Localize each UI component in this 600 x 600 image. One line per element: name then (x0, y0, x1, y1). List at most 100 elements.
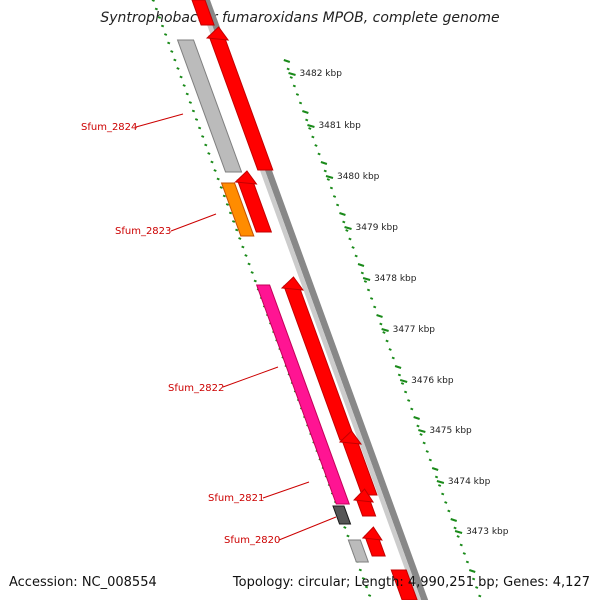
minor-tick (422, 441, 426, 445)
minor-tick (400, 382, 405, 385)
minor-tick (326, 178, 330, 181)
minor-tick (176, 67, 180, 70)
scale-label: 3476 kbp (411, 376, 454, 386)
gene-label-leader (262, 481, 310, 499)
minor-tick (329, 186, 334, 190)
minor-tick (157, 16, 162, 19)
gene-feature-gray (347, 539, 370, 563)
gene-feature-pink (255, 284, 350, 505)
minor-tick (231, 220, 236, 223)
minor-tick (151, 0, 155, 2)
scale-label: 3478 kbp (374, 274, 417, 284)
minor-tick (343, 526, 347, 529)
scale-major-tick (325, 175, 334, 179)
scale-major-tick (399, 379, 408, 383)
minor-tick (323, 169, 327, 173)
minor-tick (219, 186, 223, 189)
minor-tick (216, 177, 220, 181)
minor-tick (250, 271, 254, 274)
minor-tick (244, 254, 248, 257)
cds-feature-arrowhead (361, 526, 383, 541)
major-tick (283, 59, 291, 63)
scale-major-tick (436, 480, 445, 484)
scale-major-tick (288, 72, 296, 76)
minor-tick (305, 118, 309, 122)
minor-tick (191, 109, 196, 113)
minor-tick (373, 305, 377, 309)
scale-label: 3474 kbp (448, 477, 491, 487)
minor-tick (425, 450, 429, 453)
scale-label: 3475 kbp (429, 426, 472, 436)
scale-label: 3477 kbp (393, 325, 436, 335)
minor-tick (228, 211, 233, 215)
minor-tick (298, 101, 303, 105)
minor-tick (447, 509, 451, 513)
minor-tick (170, 50, 174, 53)
minor-tick (188, 101, 192, 104)
minor-tick (289, 76, 293, 79)
minor-tick (475, 586, 479, 589)
gene-label-leader (135, 113, 184, 128)
gene-label-leader (170, 213, 217, 232)
gene-feature-gray (176, 39, 243, 173)
scale-label: 3473 kbp (466, 527, 509, 537)
minor-tick (210, 160, 214, 164)
minor-tick (391, 356, 395, 360)
minor-tick (361, 577, 366, 580)
scale-major-tick (381, 328, 389, 332)
gene-label: Sfum_2822 (168, 383, 224, 394)
minor-tick (247, 262, 251, 266)
accession-text: Accession: NC_008554 (9, 575, 157, 590)
minor-tick (453, 526, 457, 530)
major-tick (450, 518, 458, 522)
minor-tick (456, 535, 460, 538)
minor-tick (351, 246, 355, 249)
minor-tick (332, 195, 337, 198)
scale-major-tick (454, 530, 463, 534)
cds-feature (390, 569, 418, 600)
minor-tick (207, 152, 211, 155)
minor-tick (416, 424, 420, 428)
minor-tick (225, 203, 230, 206)
minor-tick (346, 534, 350, 538)
gene-label: Sfum_2824 (81, 122, 137, 133)
scale-label: 3480 kbp (337, 172, 380, 182)
minor-tick (295, 93, 300, 96)
minor-tick (407, 399, 411, 402)
minor-tick (478, 594, 482, 598)
gene-label: Sfum_2820 (224, 535, 280, 546)
cds-feature-arrowhead (338, 430, 363, 445)
minor-tick (385, 339, 389, 343)
minor-tick (160, 24, 165, 28)
minor-tick (213, 169, 217, 172)
minor-tick (179, 75, 183, 79)
minor-tick (388, 348, 392, 351)
major-tick (320, 161, 328, 165)
minor-tick (462, 552, 466, 555)
minor-tick (369, 297, 374, 300)
major-tick (376, 314, 383, 318)
scale-major-tick (418, 429, 426, 433)
minor-tick (173, 58, 177, 62)
minor-tick (364, 585, 369, 589)
minor-tick (441, 492, 445, 496)
cds-feature-arrowhead (234, 170, 258, 185)
minor-tick (403, 390, 408, 394)
major-tick (431, 467, 439, 471)
scale-label: 3481 kbp (318, 121, 361, 131)
minor-tick (163, 33, 168, 36)
minor-tick (204, 143, 208, 147)
minor-tick (428, 458, 432, 462)
minor-tick (419, 433, 423, 436)
gene-label-leader (222, 366, 279, 388)
minor-tick (363, 280, 368, 283)
minor-tick (437, 484, 442, 487)
minor-tick (444, 501, 448, 504)
gene-label-leader (278, 516, 337, 541)
major-tick (413, 416, 420, 420)
minor-tick (397, 373, 402, 377)
major-tick (468, 569, 476, 573)
minor-tick (348, 237, 352, 241)
minor-tick (194, 118, 199, 121)
